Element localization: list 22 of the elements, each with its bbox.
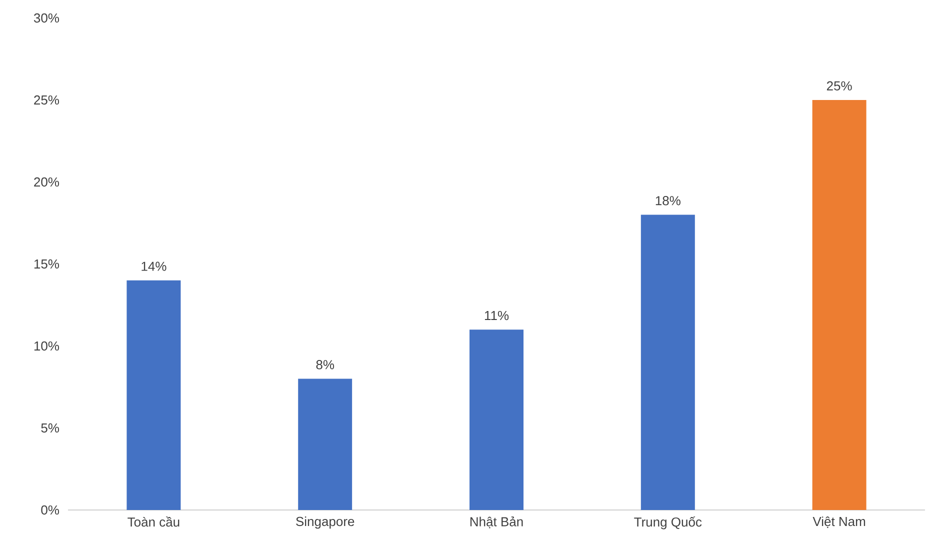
y-tick-label: 10% xyxy=(34,341,60,351)
data-label: 18% xyxy=(656,196,680,206)
bar xyxy=(812,100,866,510)
y-tick-label: 15% xyxy=(34,259,60,269)
data-label: 14% xyxy=(142,262,166,271)
bar xyxy=(126,280,181,510)
x-tick-label: Việt Nam xyxy=(812,516,866,528)
x-tick-label: Trung Quốc xyxy=(634,516,702,530)
x-tick-label: Nhật Bản xyxy=(470,516,523,528)
y-tick-label: 5% xyxy=(41,423,60,433)
y-tick-label: 25% xyxy=(34,95,60,105)
y-tick-label: 20% xyxy=(34,177,60,187)
data-label: 25% xyxy=(826,81,852,90)
bar xyxy=(470,330,524,510)
y-tick-label: 30% xyxy=(34,13,60,23)
data-label: 8% xyxy=(316,360,334,370)
x-tick-label: Singapore xyxy=(296,516,354,529)
data-label: 11% xyxy=(484,310,509,320)
x-tick-label: Toàn cầu xyxy=(128,516,180,527)
y-tick-label: 0% xyxy=(41,505,60,515)
bar xyxy=(298,378,352,510)
bar xyxy=(640,214,695,510)
